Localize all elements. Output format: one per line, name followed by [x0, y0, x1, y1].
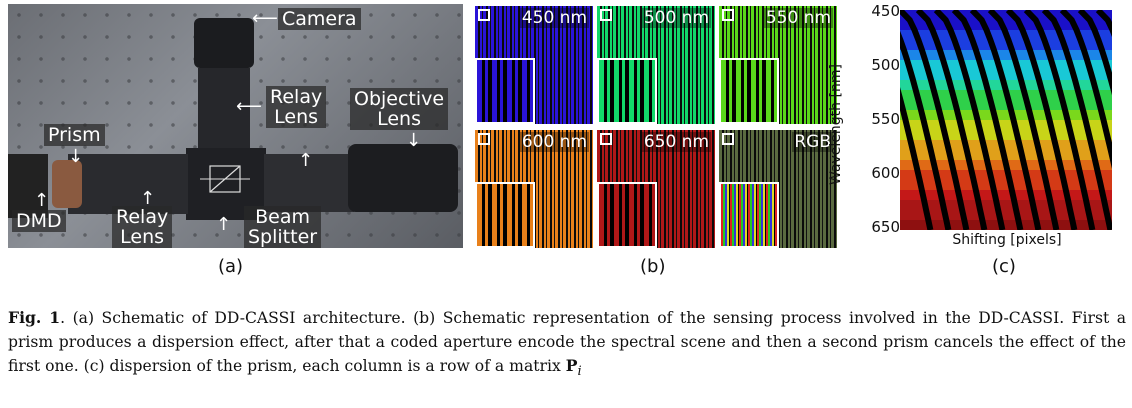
y-tick-label: 450 [871, 2, 900, 20]
label-dmd: DMD [12, 210, 66, 232]
prism-mount [52, 160, 82, 208]
y-axis-label: Wavelength [nm] [828, 64, 844, 185]
wavelength-band [900, 20, 1112, 31]
label-beam-splitter: Beam Splitter [244, 206, 322, 248]
dispersion-curve [1023, 10, 1096, 230]
dispersion-curve [900, 87, 934, 230]
wavelength-band [900, 40, 1112, 51]
y-tick-label: 500 [871, 56, 900, 74]
tile-zoom-inset [719, 182, 779, 248]
dispersion-curve [915, 10, 988, 230]
y-tick-label: 650 [871, 218, 900, 236]
wavelength-band [900, 120, 1112, 131]
dispersion-curve [1059, 10, 1112, 170]
wavelength-band [900, 60, 1112, 71]
camera-body [194, 18, 254, 68]
dispersion-curve [969, 10, 1042, 230]
x-axis-label: Shifting [pixels] [952, 232, 1062, 248]
caption-matrix-symbol: P [565, 356, 578, 375]
tile-corner-marker [722, 133, 734, 145]
tile-zoom-inset [719, 58, 779, 124]
wavelength-band [900, 220, 1112, 230]
dispersion-curve [951, 10, 1024, 230]
arrow-down-icon: ↓ [406, 130, 422, 151]
dispersion-curve [900, 10, 970, 230]
spectral-tile: 650 nm [597, 130, 715, 248]
arrow-left-icon: ⟵ [252, 8, 278, 29]
relay-lens-left [68, 154, 188, 214]
wavelength-band [900, 140, 1112, 151]
figure-caption: Fig. 1. (a) Schematic of DD-CASSI archit… [8, 306, 1126, 384]
tile-zoom-inset [597, 58, 657, 124]
spectral-tile: 600 nm [475, 130, 593, 248]
wavelength-band [900, 100, 1112, 111]
wavelength-band [900, 190, 1112, 201]
tile-wavelength-label: 500 nm [641, 8, 711, 28]
tile-corner-marker [478, 9, 490, 21]
tile-zoom-inset [597, 182, 657, 248]
tube-right [264, 154, 354, 212]
arrow-up-icon: ↑ [140, 188, 156, 209]
tile-wavelength-label: RGB [792, 132, 833, 152]
tile-wavelength-label: 600 nm [519, 132, 589, 152]
label-relay-lens-top: Relay Lens [266, 86, 327, 128]
y-tick-label: 600 [871, 164, 900, 182]
wavelength-band [900, 180, 1112, 191]
wavelength-band [900, 70, 1112, 81]
caption-matrix-subscript: i [577, 364, 582, 380]
subfig-label-c: (c) [992, 256, 1016, 277]
arrow-down-icon: ↓ [68, 146, 84, 167]
wavelength-band [900, 130, 1112, 141]
tile-wavelength-label: 450 nm [519, 8, 589, 28]
caption-fig-label: Fig. 1 [8, 308, 61, 327]
arrow-up-icon: ↑ [34, 190, 50, 211]
dispersion-plot [900, 10, 1112, 230]
arrow-up-icon: ↑ [216, 214, 232, 235]
tile-corner-marker [600, 133, 612, 145]
spectral-tile: 450 nm [475, 6, 593, 124]
panel-a-photo: Camera ⟵ Relay Lens ⟵ Objective Lens ↓ P… [8, 4, 463, 248]
subfig-label-a: (a) [218, 256, 244, 277]
tile-corner-marker [600, 9, 612, 21]
tile-corner-marker [722, 9, 734, 21]
label-relay-lens-bottom: Relay Lens [112, 206, 173, 248]
wavelength-band [900, 10, 1112, 21]
objective-lens-body [348, 144, 458, 212]
label-camera: Camera [278, 8, 361, 30]
wavelength-band [900, 200, 1112, 211]
dispersion-curve [1005, 10, 1078, 230]
dispersion-curve [987, 10, 1060, 230]
subfig-label-b: (b) [640, 256, 666, 277]
y-tick-label: 550 [871, 110, 900, 128]
relay-lens-tube [198, 68, 250, 160]
spectral-tile: 550 nm [719, 6, 837, 124]
dispersion-curve [933, 10, 1006, 230]
wavelength-band [900, 210, 1112, 221]
arrow-up-icon: ↑ [298, 150, 314, 171]
spectral-tile: RGB [719, 130, 837, 248]
tile-zoom-inset [475, 58, 535, 124]
label-objective-lens: Objective Lens [350, 88, 449, 130]
tile-wavelength-label: 550 nm [763, 8, 833, 28]
dispersion-curve [1041, 10, 1112, 230]
tile-wavelength-label: 650 nm [641, 132, 711, 152]
caption-text: . (a) Schematic of DD-CASSI architecture… [8, 309, 1126, 375]
tile-zoom-inset [475, 182, 535, 248]
wavelength-band [900, 50, 1112, 61]
dispersion-curve [900, 30, 952, 230]
arrow-left-icon: ⟵ [236, 96, 262, 117]
dmd-board [8, 154, 48, 218]
beam-splitter-icon [200, 165, 250, 193]
dispersion-curve [1077, 10, 1112, 96]
wavelength-band [900, 110, 1112, 121]
spectral-tile: 500 nm [597, 6, 715, 124]
tile-corner-marker [478, 133, 490, 145]
label-prism: Prism [44, 124, 105, 146]
